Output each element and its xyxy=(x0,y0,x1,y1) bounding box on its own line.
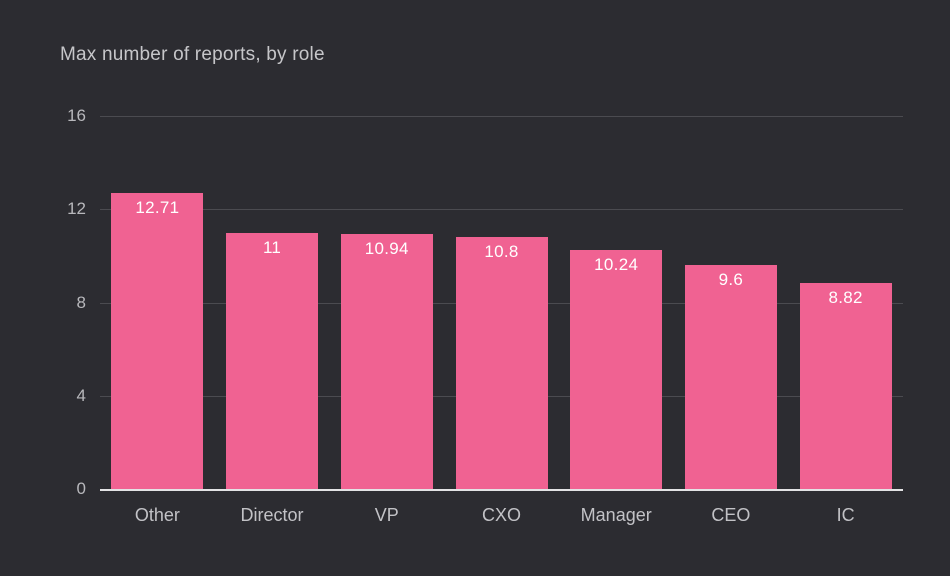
chart-title: Max number of reports, by role xyxy=(60,44,325,65)
bar-value-label-director: 11 xyxy=(262,237,282,257)
y-tick-label-0: 0 xyxy=(76,479,86,498)
x-axis-baseline xyxy=(100,489,903,491)
bar-other[interactable]: 12.71 xyxy=(111,192,204,489)
bar-value-label-ceo: 9.6 xyxy=(718,270,744,290)
gridline-y-16 xyxy=(100,116,903,117)
x-tick-label-director: Director xyxy=(240,505,304,525)
x-tick-label-manager: Manager xyxy=(580,505,652,525)
bar-vp[interactable]: 10.94 xyxy=(340,233,433,489)
plot-area: 12.71 11 10.94 10.8 10.24 9.6 8.82 xyxy=(100,106,903,491)
y-tick-label-4: 4 xyxy=(76,385,86,405)
bar-ic[interactable]: 8.82 xyxy=(799,283,892,489)
bar-value-label-ic: 8.82 xyxy=(828,288,863,308)
bar-manager[interactable]: 10.24 xyxy=(570,250,663,489)
x-tick-label-ic: IC xyxy=(836,505,855,525)
gridline-y-12 xyxy=(100,209,903,211)
bar-ceo[interactable]: 9.6 xyxy=(684,265,777,489)
y-tick-label-16: 16 xyxy=(67,106,86,125)
x-tick-label-other: Other xyxy=(134,505,180,525)
y-tick-label-12: 12 xyxy=(67,199,86,219)
x-tick-label-vp: VP xyxy=(374,505,399,525)
x-tick-label-cxo: CXO xyxy=(481,505,521,525)
x-tick-label-ceo: CEO xyxy=(711,505,751,525)
bar-value-label-cxo: 10.8 xyxy=(484,242,519,262)
bar-value-label-manager: 10.24 xyxy=(594,255,639,275)
bar-value-label-vp: 10.94 xyxy=(364,238,409,258)
bar-value-label-other: 12.71 xyxy=(135,197,180,217)
bar-cxo[interactable]: 10.8 xyxy=(455,237,548,489)
y-tick-label-8: 8 xyxy=(76,292,86,312)
bar-director[interactable]: 11 xyxy=(226,232,319,489)
